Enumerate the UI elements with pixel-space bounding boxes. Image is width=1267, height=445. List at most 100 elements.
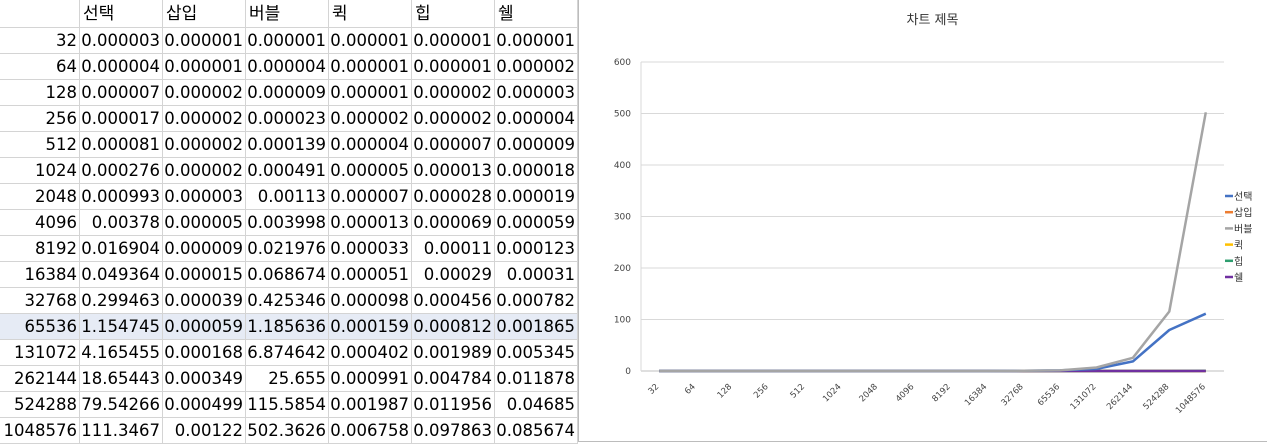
time-cell[interactable]: 0.000812 <box>412 314 495 340</box>
time-cell[interactable]: 0.000991 <box>329 366 412 392</box>
table-row[interactable]: 4096 0.00378 0.000005 0.003998 0.000013 0.000… <box>0 210 578 236</box>
time-cell[interactable]: 0.000051 <box>329 262 412 288</box>
time-cell[interactable]: 0.006758 <box>329 418 412 444</box>
time-cell[interactable]: 115.5854 <box>246 392 329 418</box>
time-cell[interactable]: 0.000276 <box>80 158 163 184</box>
size-cell[interactable]: 16384 <box>0 262 80 288</box>
size-cell[interactable]: 524288 <box>0 392 80 418</box>
time-cell[interactable]: 0.097863 <box>412 418 495 444</box>
time-cell[interactable]: 0.000098 <box>329 288 412 314</box>
time-cell[interactable]: 0.000005 <box>163 210 246 236</box>
time-cell[interactable]: 0.000001 <box>412 54 495 80</box>
time-cell[interactable]: 0.000005 <box>329 158 412 184</box>
time-cell[interactable]: 0.000002 <box>412 106 495 132</box>
table-row[interactable]: 512 0.000081 0.000002 0.000139 0.000004 0.000… <box>0 132 578 158</box>
time-cell[interactable]: 0.000017 <box>80 106 163 132</box>
size-cell[interactable]: 65536 <box>0 314 80 340</box>
time-cell[interactable]: 0.000159 <box>329 314 412 340</box>
table-row[interactable]: 16384 0.049364 0.000015 0.068674 0.000051 0.0… <box>0 262 578 288</box>
time-cell[interactable]: 0.000013 <box>412 158 495 184</box>
time-cell[interactable]: 0.085674 <box>495 418 578 444</box>
time-cell[interactable]: 0.000009 <box>495 132 578 158</box>
size-cell[interactable]: 512 <box>0 132 80 158</box>
time-cell[interactable]: 18.65443 <box>80 366 163 392</box>
time-cell[interactable]: 0.068674 <box>246 262 329 288</box>
time-cell[interactable]: 0.005345 <box>495 340 578 366</box>
time-cell[interactable]: 0.000007 <box>80 80 163 106</box>
table-row[interactable]: 1048576 111.3467 0.00122 502.3626 0.006758 0.… <box>0 418 578 444</box>
time-cell[interactable]: 1.185636 <box>246 314 329 340</box>
time-cell[interactable]: 0.000001 <box>163 54 246 80</box>
time-cell[interactable]: 0.000004 <box>246 54 329 80</box>
time-cell[interactable]: 0.000004 <box>80 54 163 80</box>
header-cell[interactable]: 삽입 <box>163 0 246 28</box>
time-cell[interactable]: 0.000009 <box>246 80 329 106</box>
table-row[interactable]: 64 0.000004 0.000001 0.000004 0.000001 0.0000… <box>0 54 578 80</box>
time-cell[interactable]: 0.003998 <box>246 210 329 236</box>
table-row[interactable]: 65536 1.154745 0.000059 1.185636 0.000159 0.0… <box>0 314 578 340</box>
time-cell[interactable]: 0.000028 <box>412 184 495 210</box>
time-cell[interactable]: 0.021976 <box>246 236 329 262</box>
time-cell[interactable]: 0.000168 <box>163 340 246 366</box>
time-cell[interactable]: 0.000139 <box>246 132 329 158</box>
time-cell[interactable]: 0.425346 <box>246 288 329 314</box>
header-cell[interactable]: 버블 <box>246 0 329 28</box>
time-cell[interactable]: 0.000004 <box>329 132 412 158</box>
table-row[interactable]: 32 0.000003 0.000001 0.000001 0.000001 0.0000… <box>0 28 578 54</box>
time-cell[interactable]: 0.000059 <box>495 210 578 236</box>
size-cell[interactable]: 32 <box>0 28 80 54</box>
time-cell[interactable]: 0.00029 <box>412 262 495 288</box>
time-cell[interactable]: 0.000004 <box>495 106 578 132</box>
time-cell[interactable]: 0.000002 <box>163 80 246 106</box>
time-cell[interactable]: 0.000993 <box>80 184 163 210</box>
time-cell[interactable]: 0.016904 <box>80 236 163 262</box>
time-cell[interactable]: 0.000001 <box>329 28 412 54</box>
size-cell[interactable]: 2048 <box>0 184 80 210</box>
time-cell[interactable]: 0.000001 <box>495 28 578 54</box>
time-cell[interactable]: 6.874642 <box>246 340 329 366</box>
time-cell[interactable]: 0.00031 <box>495 262 578 288</box>
time-cell[interactable]: 0.000001 <box>412 28 495 54</box>
time-cell[interactable]: 0.000002 <box>329 106 412 132</box>
time-cell[interactable]: 25.655 <box>246 366 329 392</box>
time-cell[interactable]: 0.00011 <box>412 236 495 262</box>
time-cell[interactable]: 0.011878 <box>495 366 578 392</box>
time-cell[interactable]: 0.000013 <box>329 210 412 236</box>
size-cell[interactable]: 256 <box>0 106 80 132</box>
time-cell[interactable]: 0.00113 <box>246 184 329 210</box>
time-cell[interactable]: 0.000003 <box>80 28 163 54</box>
time-cell[interactable]: 0.000002 <box>412 80 495 106</box>
time-cell[interactable]: 0.001865 <box>495 314 578 340</box>
time-cell[interactable]: 0.004784 <box>412 366 495 392</box>
time-cell[interactable]: 0.000001 <box>163 28 246 54</box>
time-cell[interactable]: 0.000039 <box>163 288 246 314</box>
table-row[interactable]: 32768 0.299463 0.000039 0.425346 0.000098 0.0… <box>0 288 578 314</box>
time-cell[interactable]: 0.000069 <box>412 210 495 236</box>
time-cell[interactable]: 0.000007 <box>412 132 495 158</box>
table-row[interactable]: 1024 0.000276 0.000002 0.000491 0.000005 0.00… <box>0 158 578 184</box>
size-cell[interactable]: 1048576 <box>0 418 80 444</box>
time-cell[interactable]: 0.000018 <box>495 158 578 184</box>
table-row[interactable]: 524288 79.54266 0.000499 115.5854 0.001987 0.… <box>0 392 578 418</box>
table-row[interactable]: 256 0.000017 0.000002 0.000023 0.000002 0.000… <box>0 106 578 132</box>
header-cell[interactable]: 쉘 <box>495 0 578 28</box>
size-cell[interactable]: 64 <box>0 54 80 80</box>
size-cell[interactable]: 128 <box>0 80 80 106</box>
time-cell[interactable]: 0.000001 <box>329 80 412 106</box>
time-cell[interactable]: 0.299463 <box>80 288 163 314</box>
size-cell[interactable]: 4096 <box>0 210 80 236</box>
table-row[interactable]: 128 0.000007 0.000002 0.000009 0.000001 0.000… <box>0 80 578 106</box>
time-cell[interactable]: 0.000782 <box>495 288 578 314</box>
time-cell[interactable]: 0.049364 <box>80 262 163 288</box>
time-cell[interactable]: 0.011956 <box>412 392 495 418</box>
size-cell[interactable]: 262144 <box>0 366 80 392</box>
time-cell[interactable]: 0.000059 <box>163 314 246 340</box>
spreadsheet-grid[interactable]: 선택 삽입 버블 퀵 힙 쉘 32 0.000003 0.000001 0.000001 0.000… <box>0 0 578 445</box>
time-cell[interactable]: 111.3467 <box>80 418 163 444</box>
line-chart[interactable]: 차트 제목 0 100 200 300 400 500 600 32 64 128 256 512 102… <box>578 0 1267 442</box>
time-cell[interactable]: 0.000002 <box>163 132 246 158</box>
size-cell[interactable]: 32768 <box>0 288 80 314</box>
time-cell[interactable]: 0.000499 <box>163 392 246 418</box>
time-cell[interactable]: 0.000003 <box>495 80 578 106</box>
time-cell[interactable]: 0.000023 <box>246 106 329 132</box>
